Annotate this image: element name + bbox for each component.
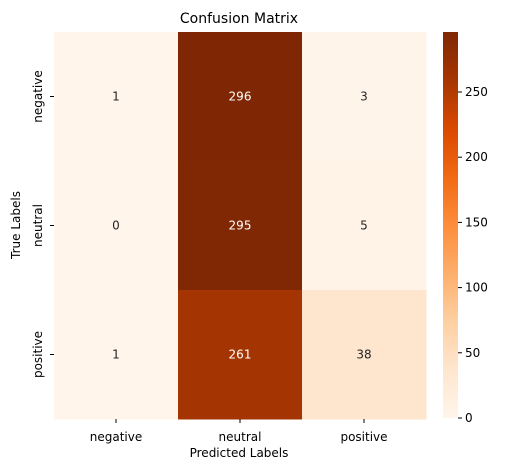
colorbar-tick-label: 100 — [465, 281, 488, 295]
heatmap-cell — [54, 161, 179, 291]
colorbar-tick-label: 50 — [465, 346, 480, 360]
heatmap-cell — [54, 32, 179, 162]
heatmap-cell — [302, 290, 427, 420]
cell-value-label: 5 — [360, 219, 368, 233]
heatmap-cell — [54, 290, 179, 420]
heatmap-cell — [302, 32, 427, 162]
cell-value-label: 1 — [112, 348, 120, 362]
colorbar-tick-label: 150 — [465, 215, 488, 229]
cell-value-label: 3 — [360, 90, 368, 104]
x-tick-label: positive — [340, 430, 387, 444]
heatmap-cell — [302, 161, 427, 291]
heatmap-cell-labels: 1 296 3 0 295 5 1 261 38 — [112, 90, 371, 362]
heatmap-cell — [178, 161, 303, 291]
cell-value-label: 38 — [356, 348, 371, 362]
x-axis-label: Predicted Labels — [190, 446, 289, 460]
colorbar-ticks: 0 50 100 150 200 250 — [458, 85, 488, 425]
cell-value-label: 1 — [112, 90, 120, 104]
heatmap-cell — [178, 290, 303, 420]
y-tick-label: positive — [31, 331, 45, 378]
heatmap-cells — [54, 32, 427, 420]
cell-value-label: 261 — [229, 348, 252, 362]
chart-title: Confusion Matrix — [180, 11, 298, 27]
x-tick-label: neutral — [219, 430, 262, 444]
cell-value-label: 295 — [229, 219, 252, 233]
cell-value-label: 296 — [229, 90, 252, 104]
y-axis-label: True Labels — [9, 191, 23, 260]
y-tick-label: negative — [31, 70, 45, 122]
colorbar-tick-label: 0 — [465, 411, 473, 425]
x-axis-ticks: negative neutral positive — [90, 419, 388, 444]
y-axis-ticks: negative neutral positive — [31, 70, 54, 378]
colorbar-tick-label: 200 — [465, 150, 488, 164]
x-tick-label: negative — [90, 430, 142, 444]
colorbar — [443, 32, 458, 418]
colorbar-tick-label: 250 — [465, 85, 488, 99]
heatmap-cell — [178, 32, 303, 162]
y-tick-label: neutral — [31, 204, 45, 247]
cell-value-label: 0 — [112, 219, 120, 233]
